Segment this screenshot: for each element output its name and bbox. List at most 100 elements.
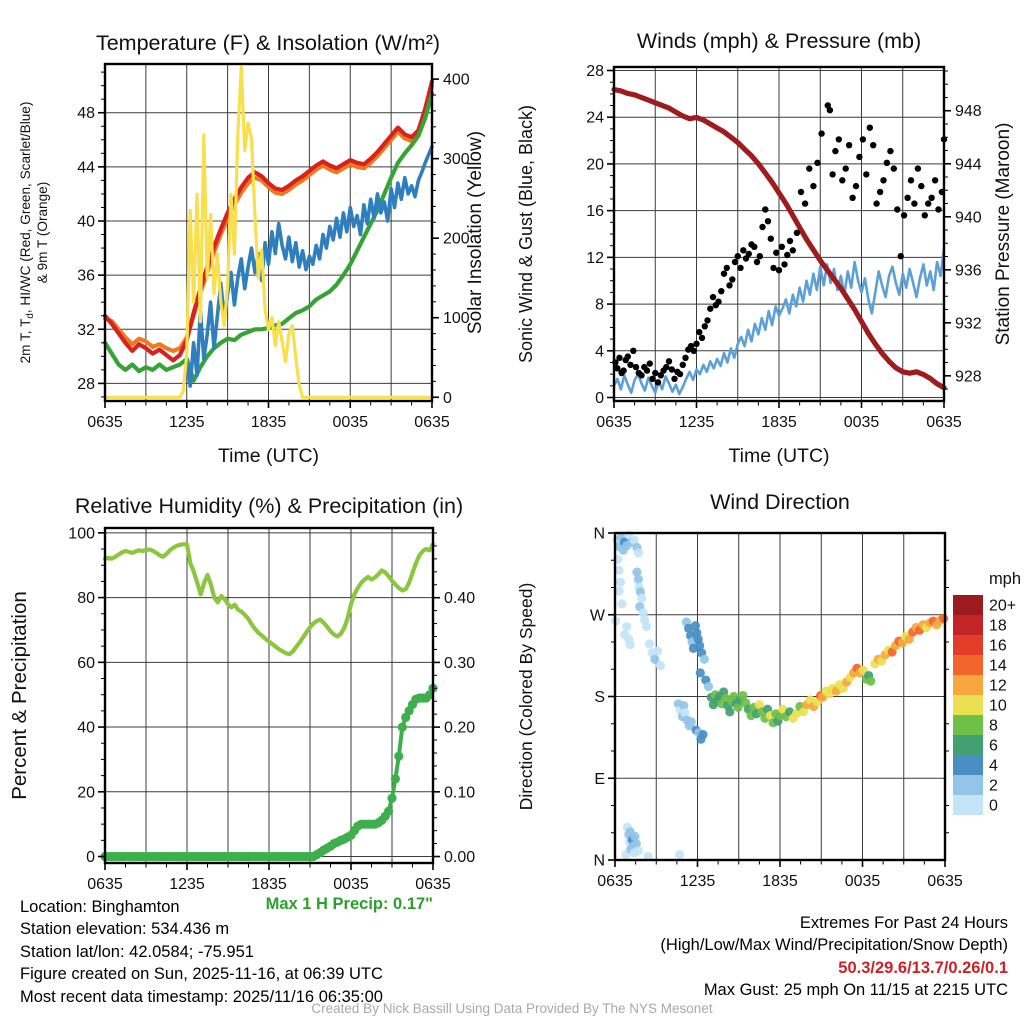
svg-text:18: 18 [989,618,1007,635]
svg-text:0.20: 0.20 [444,720,475,737]
svg-text:0.10: 0.10 [444,784,475,801]
extremes-title: Extremes For Past 24 Hours [799,914,1008,932]
svg-text:1235: 1235 [169,876,205,893]
svg-text:28: 28 [77,376,95,393]
svg-text:Winds (mph) & Pressure (mb): Winds (mph) & Pressure (mb) [637,29,921,53]
svg-text:20+: 20+ [989,598,1016,615]
svg-text:Time (UTC): Time (UTC) [728,445,829,467]
svg-text:E: E [594,771,605,788]
svg-text:4: 4 [595,343,604,360]
svg-text:28: 28 [586,63,604,80]
svg-text:0635: 0635 [596,414,632,431]
svg-text:932: 932 [955,315,982,332]
svg-text:1835: 1835 [762,873,798,890]
svg-text:24: 24 [586,110,604,127]
svg-text:12: 12 [989,678,1007,695]
svg-text:mph: mph [989,570,1021,588]
svg-text:936: 936 [955,262,982,279]
svg-text:0.00: 0.00 [444,849,475,866]
svg-text:1235: 1235 [680,873,716,890]
svg-text:Solar Insolation (Yellow): Solar Insolation (Yellow) [465,131,486,334]
svg-text:940: 940 [955,209,982,226]
station-info-block: Location: Binghamton Station elevation: … [20,896,383,1008]
svg-text:Direction (Colored By Speed): Direction (Colored By Speed) [516,583,536,811]
temperature-insolation-chart: 0635 1235 1835 0035 0635 28 32 36 40 44 48 0 100 200 3… [18,31,486,467]
svg-text:Wind Direction: Wind Direction [710,490,850,514]
svg-text:10: 10 [989,698,1007,715]
svg-text:1835: 1835 [251,876,287,893]
svg-text:944: 944 [955,156,982,173]
svg-text:8: 8 [595,297,604,314]
svg-text:200: 200 [443,231,470,248]
credit-line: Created By Nick Bassill Using Data Provi… [311,1001,713,1016]
svg-text:0: 0 [989,798,998,815]
svg-text:0635: 0635 [415,876,451,893]
svg-text:14: 14 [989,658,1007,675]
svg-text:6: 6 [989,738,998,755]
svg-text:48: 48 [77,105,95,122]
svg-text:1235: 1235 [169,414,205,431]
svg-text:4: 4 [989,758,998,775]
recent-data-timestamp: Most recent data timestamp: 2025/11/16 0… [20,987,383,1006]
svg-text:0635: 0635 [926,414,962,431]
humidity-precipitation-chart: 0635 1235 1835 0035 0635 0 20 40 60 80 100 0.00 0.10… [8,494,475,893]
svg-text:0635: 0635 [927,873,963,890]
svg-text:40: 40 [77,720,95,737]
svg-text:Percent & Precipitation: Percent & Precipitation [8,591,31,800]
station-location: Location: Binghamton [20,898,180,916]
figure-created-timestamp: Figure created on Sun, 2025-11-16, at 06… [20,965,383,984]
svg-text:12: 12 [586,250,604,267]
svg-text:0035: 0035 [333,876,369,893]
svg-text:Station Pressure (Maroon): Station Pressure (Maroon) [993,123,1014,346]
svg-text:W: W [590,607,606,624]
svg-text:0035: 0035 [844,414,880,431]
svg-text:& 9m T (Orange): & 9m T (Orange) [35,182,50,284]
svg-text:S: S [594,689,605,706]
winds-pressure-chart: 0635 1235 1835 0035 0635 0 4 8 12 16 20 24 28 928 932 9… [516,29,1014,467]
svg-text:16: 16 [586,203,604,220]
wind-direction-chart: 0635 1235 1835 0035 0635 N W S E N Wind Direction D… [516,490,1021,890]
svg-text:0035: 0035 [332,414,368,431]
svg-text:44: 44 [77,159,95,176]
svg-text:0: 0 [595,390,604,407]
svg-text:1835: 1835 [251,414,287,431]
svg-text:N: N [593,526,605,543]
svg-text:300: 300 [443,151,470,168]
svg-text:948: 948 [955,103,982,120]
extremes-subtitle: (High/Low/Max Wind/Precipitation/Snow De… [660,936,1008,955]
svg-text:80: 80 [77,590,95,607]
svg-text:0635: 0635 [87,414,123,431]
svg-text:36: 36 [77,268,95,285]
svg-text:400: 400 [443,72,470,89]
svg-text:8: 8 [989,718,998,735]
svg-text:32: 32 [77,322,95,339]
svg-text:100: 100 [68,525,95,542]
svg-text:0635: 0635 [87,876,123,893]
svg-text:0.30: 0.30 [444,655,475,672]
svg-text:2m T, Td, HI/WC (Red, Green, S: 2m T, Td, HI/WC (Red, Green, Scarlet/Blu… [18,102,36,364]
max-precip-annotation: Max 1 H Precip: 0.17" [265,895,433,913]
svg-text:Temperature (F) & Insolation (: Temperature (F) & Insolation (W/m²) [96,31,440,55]
svg-text:20: 20 [586,156,604,173]
svg-text:16: 16 [989,638,1007,655]
svg-text:0635: 0635 [597,873,633,890]
svg-text:Relative Humidity (%) & Precip: Relative Humidity (%) & Precipitation (i… [75,494,463,518]
svg-text:20: 20 [77,784,95,801]
svg-text:Sonic Wind & Gust (Blue, Black: Sonic Wind & Gust (Blue, Black) [516,105,536,363]
svg-text:0: 0 [86,849,95,866]
extremes-block: Extremes For Past 24 Hours (High/Low/Max… [660,912,1008,1002]
svg-text:60: 60 [77,655,95,672]
svg-text:N: N [593,853,605,870]
svg-text:100: 100 [443,310,470,327]
svg-text:Time (UTC): Time (UTC) [218,445,319,467]
svg-text:1835: 1835 [761,414,797,431]
svg-text:40: 40 [77,213,95,230]
svg-text:0635: 0635 [414,414,450,431]
svg-text:928: 928 [955,368,982,385]
station-elevation: Station elevation: 534.436 m [20,920,230,939]
svg-text:0.40: 0.40 [444,590,475,607]
svg-text:0: 0 [443,390,452,407]
station-latlon: Station lat/lon: 42.0584; -75.951 [20,942,254,961]
svg-text:1235: 1235 [679,414,715,431]
